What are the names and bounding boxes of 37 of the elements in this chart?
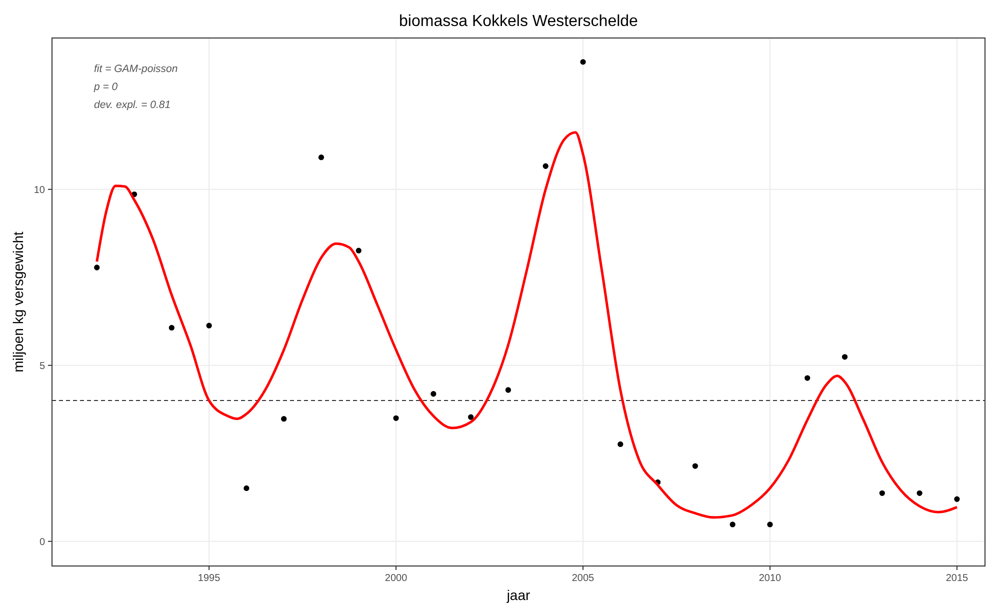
x-tick-label: 2015 [946, 573, 969, 584]
point [244, 485, 250, 492]
chart-title: biomassa Kokkels Westerschelde [399, 13, 638, 30]
y-tick-label: 5 [39, 360, 46, 372]
point [767, 522, 773, 528]
point [468, 414, 474, 420]
annotation: dev. expl. = 0.81 [94, 99, 171, 111]
point [692, 463, 698, 469]
y-axis-title: miljoen kg versgewicht [10, 231, 26, 372]
point [94, 264, 100, 270]
point [430, 391, 436, 397]
point [281, 416, 287, 422]
line-series [96, 131, 958, 519]
point [542, 163, 548, 169]
x-tick-label: 1995 [198, 573, 221, 584]
point [842, 354, 848, 360]
x-tick-label: 2010 [758, 573, 782, 584]
point [730, 522, 736, 528]
point [393, 415, 399, 421]
point [916, 490, 922, 496]
x-tick-label: 2000 [384, 573, 408, 584]
x-tick-label: 2005 [572, 573, 595, 584]
point [618, 441, 624, 448]
x-axis-title: jaar [506, 587, 531, 603]
point [206, 322, 212, 328]
point [879, 490, 885, 496]
point [804, 375, 810, 381]
point [505, 387, 512, 393]
annotation: fit = GAM-poisson [94, 63, 178, 75]
y-tick-label: 0 [39, 536, 46, 548]
annotation: p = 0 [93, 81, 118, 93]
y-tick-label: 10 [34, 184, 46, 196]
point [580, 59, 586, 65]
point [318, 154, 324, 160]
point [954, 496, 960, 502]
point [356, 248, 362, 254]
point [168, 324, 174, 331]
